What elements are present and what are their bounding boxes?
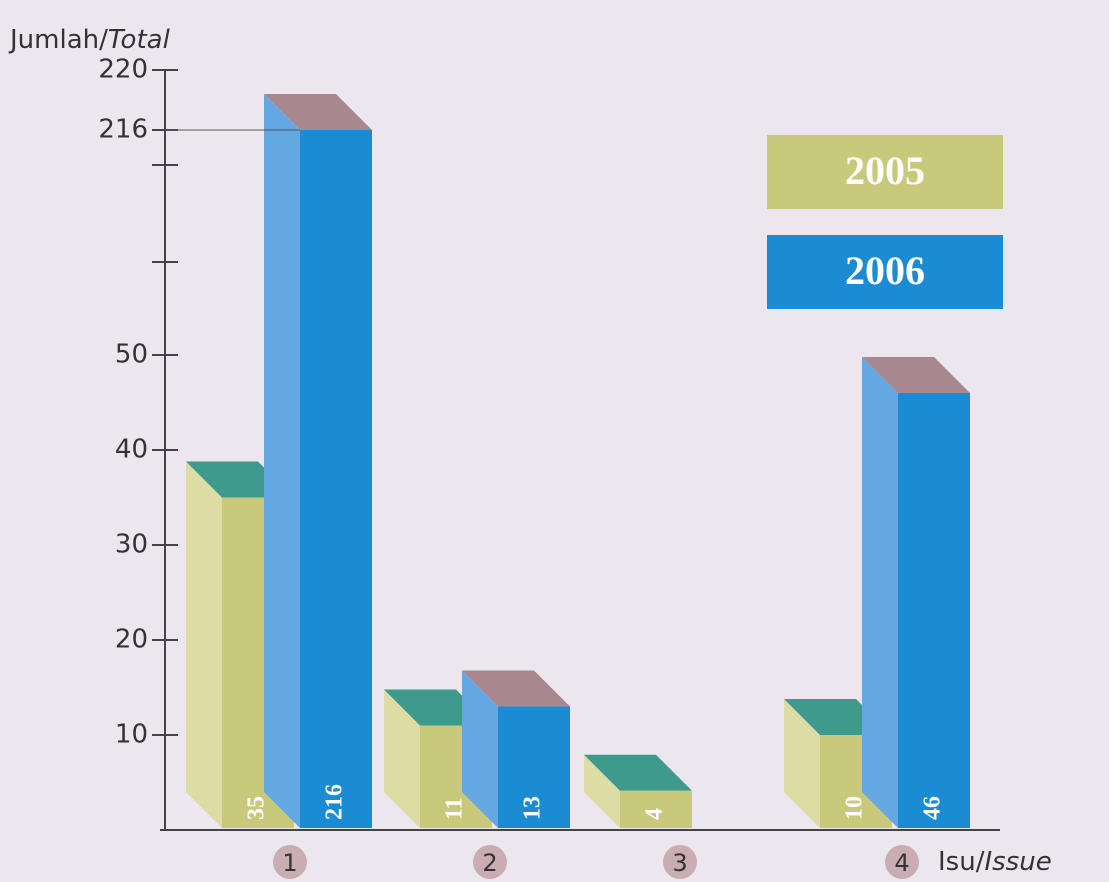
- legend-swatch: [767, 235, 1003, 309]
- value-label: 4: [642, 808, 668, 820]
- legend-label: 2006: [845, 248, 925, 293]
- y-tick-label: 220: [98, 55, 148, 85]
- x-tick-label: 3: [672, 849, 687, 877]
- bar-front: [620, 790, 692, 828]
- bar-side: [784, 699, 820, 828]
- x-axis-label-main: Isu/: [938, 847, 985, 877]
- value-label: 216: [322, 784, 348, 820]
- bar-side: [862, 357, 898, 828]
- y-tick-label: 50: [115, 340, 148, 370]
- category-badge: [473, 845, 507, 879]
- value-label: 11: [442, 797, 468, 820]
- x-axis-label-italic: Issue: [984, 847, 1051, 877]
- legend-label: 2005: [845, 148, 925, 193]
- bar-top: [862, 357, 970, 393]
- y-axis-label-main: Jumlah/: [8, 25, 108, 55]
- value-label: 10: [842, 796, 868, 820]
- bar: [584, 754, 692, 828]
- x-tick-label: 4: [894, 849, 909, 877]
- bar-front: [898, 393, 970, 828]
- bar-side: [264, 94, 300, 828]
- x-axis-label: Isu/Issue: [938, 847, 1052, 877]
- x-tick-label: 2: [482, 849, 497, 877]
- y-tick-label: 20: [115, 625, 148, 655]
- category-badge: [885, 845, 919, 879]
- y-axis-label-italic: Total: [108, 25, 171, 55]
- y-tick-label: 40: [115, 435, 148, 465]
- bar-top: [264, 94, 372, 130]
- bar: [264, 94, 372, 828]
- bar-side: [384, 689, 420, 828]
- bar: [862, 357, 970, 828]
- category-badge: [273, 845, 307, 879]
- y-tick-label: 10: [115, 720, 148, 750]
- value-label: 35: [244, 796, 270, 820]
- bar-side: [462, 670, 498, 828]
- bar-side: [584, 754, 620, 828]
- value-label: 46: [920, 796, 946, 820]
- legend-swatch: [767, 135, 1003, 209]
- y-tick-label: 216: [98, 115, 148, 145]
- category-badge: [663, 845, 697, 879]
- y-axis-label: Jumlah/Total: [8, 25, 171, 55]
- bar-front: [300, 130, 372, 828]
- bar-top: [462, 670, 570, 707]
- bar-front: [498, 706, 570, 828]
- bar-side: [186, 461, 222, 828]
- x-tick-label: 1: [282, 849, 297, 877]
- value-label: 13: [520, 796, 546, 820]
- bar-top: [584, 754, 692, 791]
- y-tick-label: 30: [115, 530, 148, 560]
- bar: [462, 670, 570, 828]
